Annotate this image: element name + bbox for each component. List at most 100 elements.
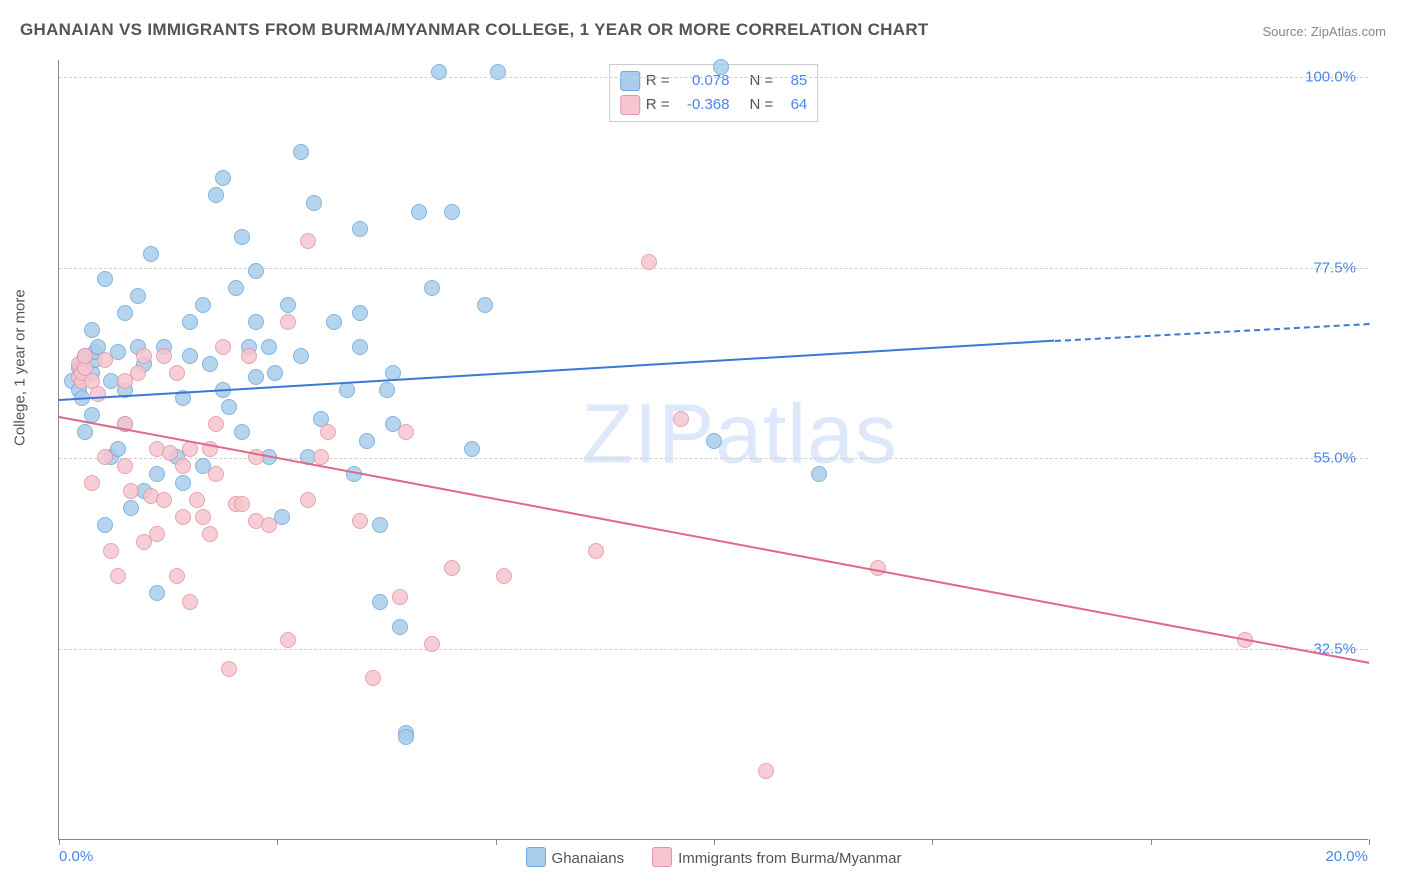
data-point <box>156 492 172 508</box>
data-point <box>398 729 414 745</box>
data-point <box>280 297 296 313</box>
data-point <box>169 365 185 381</box>
data-point <box>208 187 224 203</box>
data-point <box>175 458 191 474</box>
data-point <box>706 433 722 449</box>
legend-swatch-icon <box>620 95 640 115</box>
data-point <box>77 424 93 440</box>
data-point <box>117 305 133 321</box>
data-point <box>588 543 604 559</box>
data-point <box>169 568 185 584</box>
legend-n-value: 85 <box>781 69 807 93</box>
data-point <box>326 314 342 330</box>
legend-row: R = -0.368 N = 64 <box>620 93 808 117</box>
data-point <box>84 322 100 338</box>
y-tick-label: 55.0% <box>1313 450 1356 467</box>
data-point <box>175 509 191 525</box>
data-point <box>300 233 316 249</box>
data-point <box>424 636 440 652</box>
legend-n-label: N = <box>750 69 774 93</box>
x-tick <box>714 839 715 845</box>
data-point <box>84 475 100 491</box>
data-point <box>97 449 113 465</box>
data-point <box>392 589 408 605</box>
data-point <box>234 229 250 245</box>
x-tick <box>277 839 278 845</box>
data-point <box>444 204 460 220</box>
data-point <box>182 314 198 330</box>
data-point <box>464 441 480 457</box>
data-point <box>811 466 827 482</box>
data-point <box>97 517 113 533</box>
watermark: ZIPatlas <box>582 385 898 482</box>
data-point <box>248 369 264 385</box>
data-point <box>477 297 493 313</box>
data-point <box>123 483 139 499</box>
data-point <box>208 416 224 432</box>
data-point <box>444 560 460 576</box>
data-point <box>372 517 388 533</box>
data-point <box>261 517 277 533</box>
data-point <box>182 348 198 364</box>
data-point <box>195 509 211 525</box>
legend-n-value: 64 <box>781 93 807 117</box>
data-point <box>110 568 126 584</box>
chart-title: GHANAIAN VS IMMIGRANTS FROM BURMA/MYANMA… <box>20 20 929 40</box>
data-point <box>398 424 414 440</box>
x-axis-max-label: 20.0% <box>1325 848 1368 865</box>
data-point <box>195 297 211 313</box>
data-point <box>300 492 316 508</box>
legend-item: Immigrants from Burma/Myanmar <box>652 847 901 867</box>
data-point <box>365 670 381 686</box>
data-point <box>202 356 218 372</box>
data-point <box>431 64 447 80</box>
y-tick-label: 100.0% <box>1305 68 1356 85</box>
data-point <box>424 280 440 296</box>
data-point <box>149 585 165 601</box>
data-point <box>149 466 165 482</box>
y-tick-label: 77.5% <box>1313 259 1356 276</box>
data-point <box>392 619 408 635</box>
scatter-plot-area: ZIPatlas R = 0.078 N = 85 R = -0.368 N =… <box>58 60 1368 840</box>
data-point <box>182 594 198 610</box>
data-point <box>379 382 395 398</box>
legend-series-label: Immigrants from Burma/Myanmar <box>678 850 901 867</box>
data-point <box>143 246 159 262</box>
data-point <box>175 475 191 491</box>
data-point <box>97 271 113 287</box>
data-point <box>293 144 309 160</box>
x-tick <box>1151 839 1152 845</box>
x-tick <box>496 839 497 845</box>
data-point <box>130 288 146 304</box>
data-point <box>352 305 368 321</box>
legend-n-label: N = <box>750 93 774 117</box>
y-axis-label: College, 1 year or more <box>12 289 29 446</box>
data-point <box>136 348 152 364</box>
data-point <box>352 339 368 355</box>
data-point <box>221 399 237 415</box>
data-point <box>149 526 165 542</box>
x-tick <box>1369 839 1370 845</box>
data-point <box>156 348 172 364</box>
watermark-atlas: atlas <box>715 386 897 480</box>
data-point <box>189 492 205 508</box>
data-point <box>496 568 512 584</box>
legend-r-label: R = <box>646 93 670 117</box>
data-point <box>215 170 231 186</box>
data-point <box>320 424 336 440</box>
data-point <box>293 348 309 364</box>
x-tick <box>59 839 60 845</box>
data-point <box>490 64 506 80</box>
data-point <box>221 661 237 677</box>
source-label: Source: ZipAtlas.com <box>1262 24 1386 39</box>
data-point <box>202 526 218 542</box>
legend-swatch-icon <box>526 847 546 867</box>
data-point <box>77 348 93 364</box>
data-point <box>234 424 250 440</box>
data-point <box>641 254 657 270</box>
data-point <box>130 365 146 381</box>
data-point <box>411 204 427 220</box>
data-point <box>117 458 133 474</box>
x-tick <box>932 839 933 845</box>
data-point <box>713 59 729 75</box>
